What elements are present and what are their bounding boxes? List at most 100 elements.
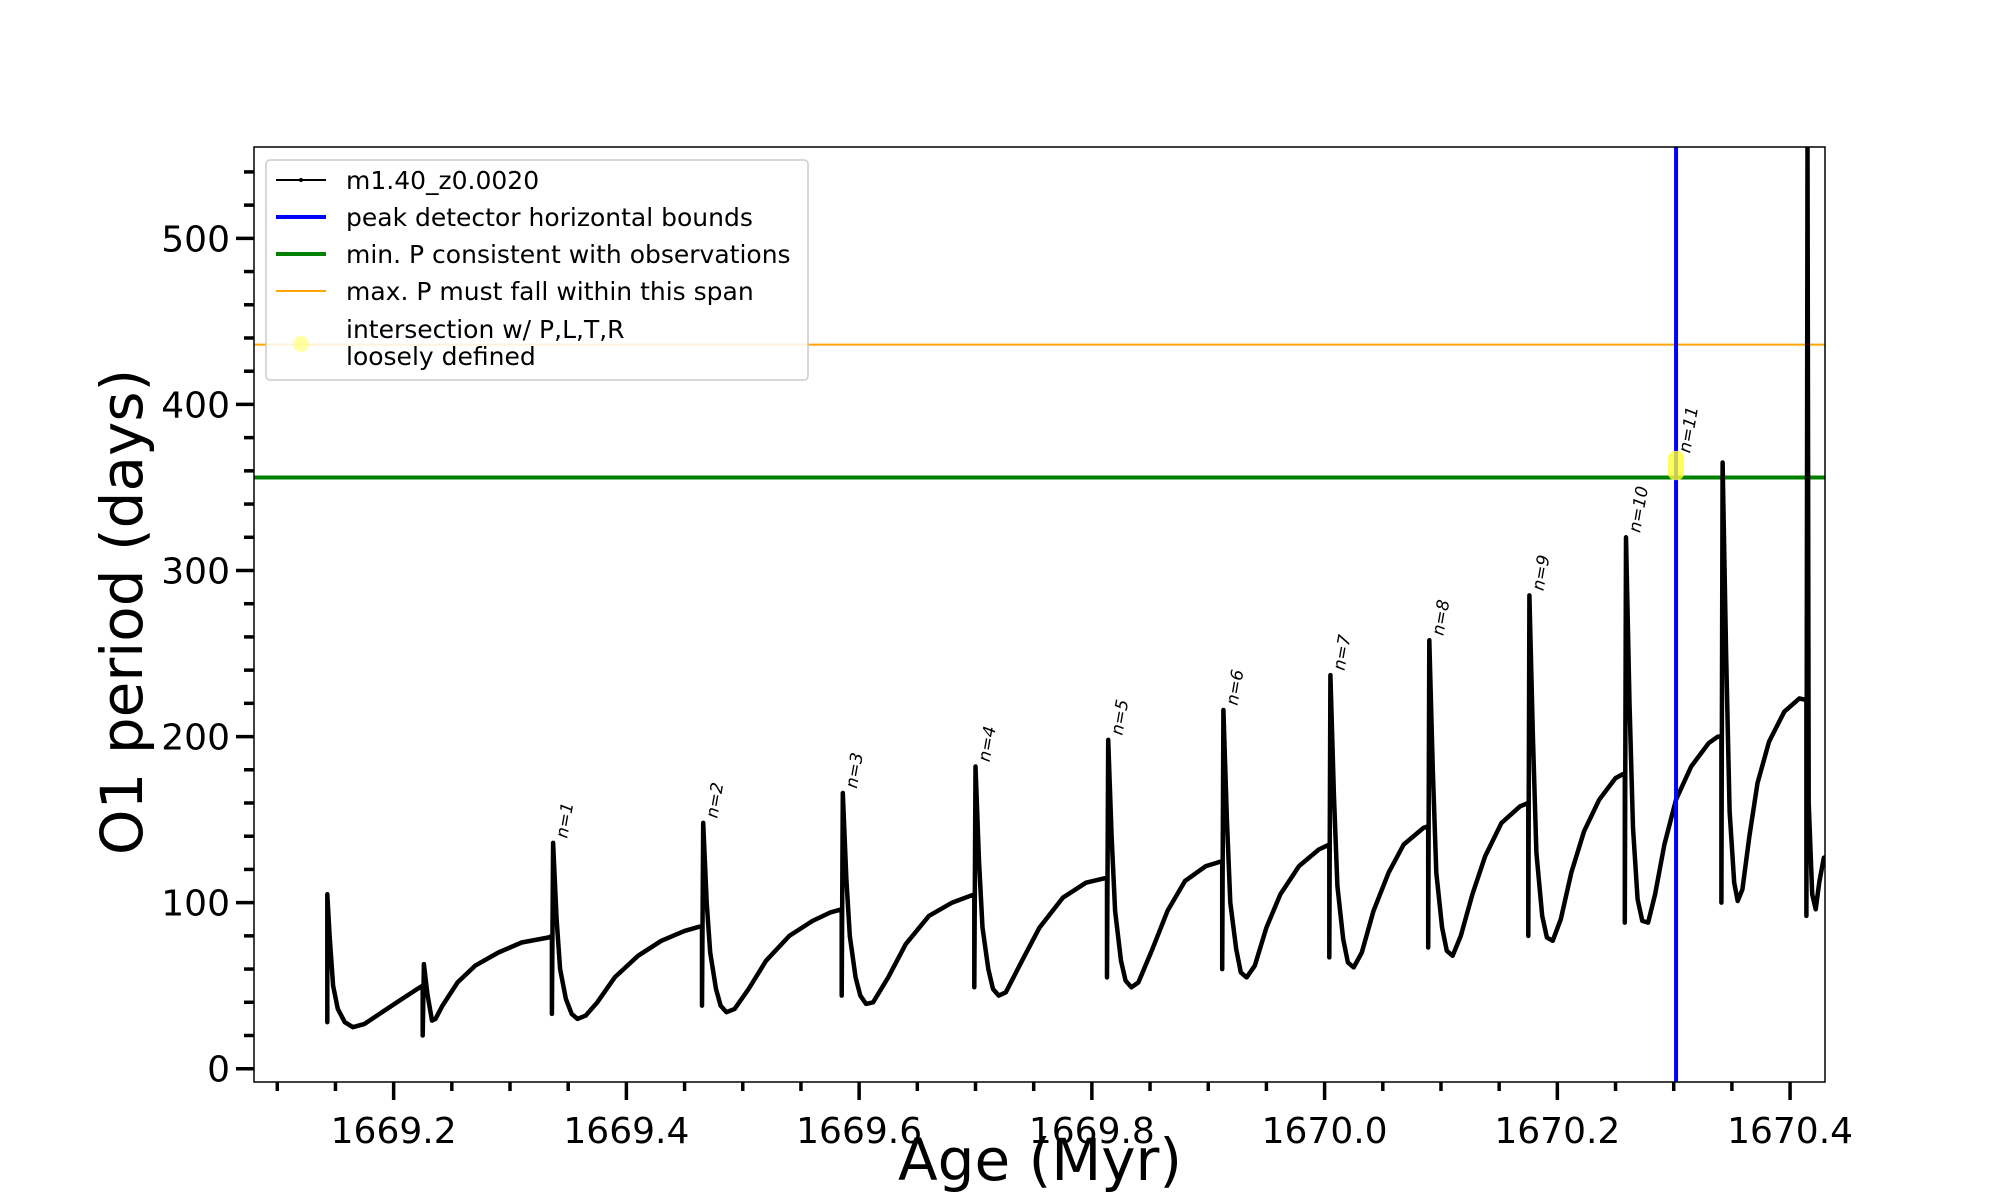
data-point (659, 939, 663, 943)
data-point (1814, 907, 1818, 911)
y-tick-label: 500 (161, 219, 230, 260)
data-point (1747, 834, 1751, 838)
data-point (1253, 964, 1257, 968)
data-point (456, 980, 460, 985)
peak-label: n=8 (1429, 598, 1455, 637)
data-point (1234, 947, 1238, 951)
legend-frame (265, 159, 809, 381)
legend-label-intersection-line1: intersection w/ P,L,T,R (346, 315, 625, 344)
data-point (325, 892, 329, 896)
peak-label: n=5 (1107, 698, 1133, 737)
data-point (747, 987, 751, 991)
data-point (422, 962, 426, 966)
data-point (550, 1012, 554, 1016)
data-point (421, 984, 425, 988)
data-point (1835, 968, 1838, 971)
data-point (584, 1014, 588, 1018)
data-point (433, 1017, 438, 1021)
data-point (1728, 809, 1732, 813)
data-point (1204, 864, 1208, 868)
data-point (343, 1020, 347, 1024)
data-point (991, 987, 995, 991)
data-point (331, 984, 335, 988)
data-point (980, 926, 985, 930)
peak-label: n=9 (1529, 553, 1555, 592)
data-point (1640, 919, 1644, 923)
data-point (1459, 934, 1463, 938)
data-point (972, 985, 976, 989)
data-point (1245, 975, 1249, 980)
data-point (787, 934, 791, 938)
data-point (1837, 1034, 1840, 1037)
data-point (1264, 926, 1268, 930)
legend: m1.40_z0.0020 peak detector horizontal b… (265, 159, 809, 381)
data-point (1297, 864, 1301, 868)
data-point (1335, 884, 1339, 888)
data-point (1707, 741, 1711, 745)
data-point (1037, 926, 1042, 930)
legend-label-min-p: min. P consistent with observations (346, 240, 791, 269)
data-point (430, 1019, 434, 1023)
data-point (1426, 945, 1430, 950)
data-point (421, 1033, 425, 1038)
data-point (950, 901, 954, 905)
data-point (1150, 947, 1154, 951)
x-tick-label: 1669.4 (563, 1111, 689, 1152)
data-point (864, 1002, 868, 1006)
data-point (570, 1012, 574, 1016)
data-point (886, 975, 890, 980)
data-point (613, 975, 617, 980)
data-point (1646, 921, 1650, 925)
data-point (1817, 881, 1821, 885)
data-point (973, 764, 978, 769)
data-point (701, 821, 705, 825)
data-point (1810, 892, 1814, 896)
data-point (1084, 881, 1088, 885)
data-point (1807, 801, 1811, 805)
data-point (1527, 593, 1531, 598)
data-point (397, 999, 402, 1003)
data-point (1421, 826, 1426, 830)
data-point (1569, 871, 1573, 875)
legend-label-intersection-line2: loosely defined (346, 342, 536, 371)
data-point (1451, 954, 1455, 958)
data-point (1518, 804, 1522, 808)
data-point (1136, 980, 1140, 985)
data-point (1020, 959, 1024, 963)
data-point (1228, 901, 1232, 905)
data-point (351, 1025, 355, 1029)
data-point (708, 950, 712, 955)
data-point (1636, 897, 1640, 901)
data-point (1470, 892, 1474, 896)
axes: 1669.2 1669.4 1669.6 1669.8 1670.0 1670.2 1670… (88, 170, 1853, 1194)
data-point (575, 1017, 580, 1021)
data-point (546, 935, 551, 940)
x-tick-label: 1670.0 (1262, 1111, 1388, 1152)
x-axis-label: Age (Myr) (898, 1126, 1182, 1194)
data-point (1220, 967, 1224, 971)
data-point (1317, 847, 1321, 852)
data-point (473, 964, 477, 968)
data-point (848, 934, 852, 938)
data-point (1327, 842, 1331, 847)
data-point (1624, 535, 1628, 539)
data-point (844, 876, 848, 880)
data-point (1346, 960, 1350, 965)
peak-label: n=10 (1625, 485, 1653, 534)
data-point (1110, 834, 1114, 838)
data-point (705, 901, 709, 905)
data-point (1106, 738, 1110, 742)
data-point (1719, 901, 1723, 905)
data-point (1426, 824, 1430, 828)
data-point (1332, 793, 1336, 797)
data-point (1559, 917, 1563, 921)
data-point (1526, 934, 1530, 938)
peak-label: n=2 (702, 781, 728, 820)
data-point (1061, 896, 1065, 900)
data-point (1597, 798, 1601, 802)
data-point (1328, 673, 1332, 677)
data-point (840, 994, 844, 998)
data-point (1278, 892, 1282, 896)
data-point (595, 1000, 599, 1004)
data-point (555, 917, 559, 921)
